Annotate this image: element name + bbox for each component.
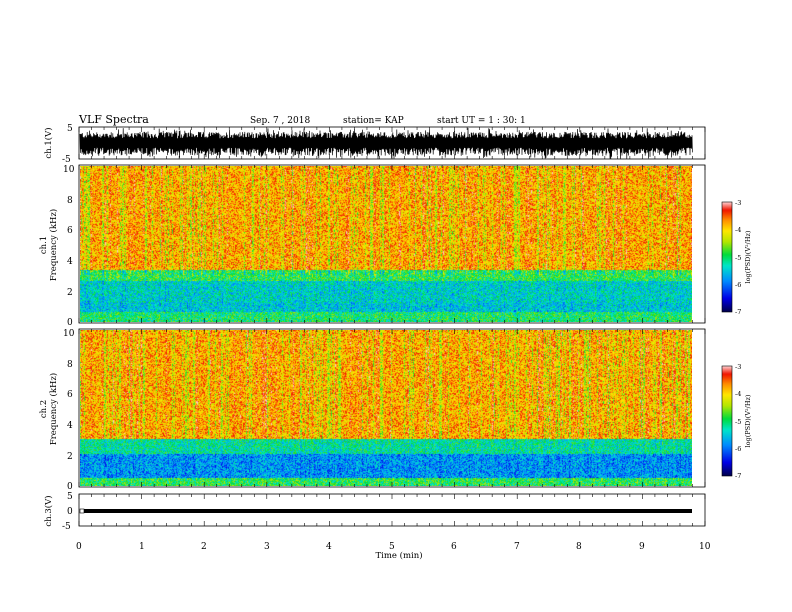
ch2-ytick-6: 6 [67, 390, 73, 400]
ch1-cbar-tick-3: -3 [735, 199, 741, 207]
xtick-10: 10 [699, 542, 711, 552]
ch3-ytick-neg5: -5 [62, 522, 71, 532]
ch2-spectrogram-panel: 10 8 6 4 2 0 ch.2 Frequency (kHz) -3 -4 … [39, 328, 752, 492]
ch1-ytick-2: 2 [67, 288, 73, 298]
ch2-cbar-tick-7: -7 [735, 472, 741, 480]
x-axis-label: Time (min) [375, 550, 422, 561]
ch1-cbar-tick-4: -4 [735, 226, 741, 234]
ch2-colorbar: -3 -4 -5 -6 -7 log(PSD)(V²/Hz) [721, 363, 752, 480]
ch1-colorbar-label: log(PSD)(V²/Hz) [744, 230, 752, 283]
ch2-spectrogram-image [80, 330, 692, 486]
ch1-ytick-6: 6 [67, 226, 73, 236]
ch3-start-marker [79, 508, 85, 514]
ch2-ytick-4: 4 [67, 421, 73, 431]
xtick-3: 3 [264, 542, 270, 552]
date-label: Sep. 7 , 2018 [250, 116, 310, 126]
xtick-5: 5 [389, 542, 395, 552]
ch2-frequency-ylabel: Frequency (kHz) [48, 373, 59, 445]
xtick-6: 6 [451, 542, 457, 552]
ch3-waveform-panel: 5 0 -5 ch.3(V) 0 1 2 3 4 5 6 7 8 9 10 Ti… [43, 492, 711, 561]
ch2-cbar-tick-4: -4 [735, 390, 741, 398]
ch2-ytick-2: 2 [67, 452, 73, 462]
start-ut-label: start UT = 1 : 30: 1 [437, 116, 526, 126]
xtick-8: 8 [576, 542, 582, 552]
ch1-spectrogram-image [80, 166, 692, 322]
ch3-waveform-ylabel: ch.3(V) [43, 495, 54, 526]
ch1-colorbar: -3 -4 -5 -6 -7 log(PSD)(V²/Hz) [721, 199, 752, 316]
ch1-waveform-panel: 5 -5 ch.1(V) [43, 124, 706, 165]
ch3-ytick-0: 0 [67, 507, 73, 517]
xtick-1: 1 [139, 542, 145, 552]
ch1-ytick-top: 5 [67, 124, 73, 134]
ch2-cbar-tick-5: -5 [735, 418, 741, 426]
ch2-cbar-tick-6: -6 [735, 445, 741, 453]
ch1-ytick-8: 8 [67, 196, 73, 206]
ch2-ytick-10: 10 [63, 329, 75, 339]
ch2-ytick-8: 8 [67, 360, 73, 370]
ch1-cbar-tick-6: -6 [735, 281, 741, 289]
xtick-7: 7 [514, 542, 520, 552]
xtick-4: 4 [326, 542, 332, 552]
ch1-ytick-10: 10 [63, 165, 75, 175]
ch1-ytick-0: 0 [67, 318, 73, 328]
station-label: station= KAP [343, 116, 404, 126]
figure-title: VLF Spectra [78, 113, 149, 126]
xtick-0: 0 [76, 542, 82, 552]
ch2-spectrogram-ylabel: ch.2 [39, 400, 49, 418]
ch1-frequency-ylabel: Frequency (kHz) [48, 209, 59, 281]
ch2-cbar-tick-3: -3 [735, 363, 741, 371]
ch3-ytick-5: 5 [67, 492, 73, 502]
ch2-ytick-0: 0 [67, 482, 73, 492]
ch1-ytick-bottom: -5 [62, 155, 71, 165]
ch1-cbar-tick-7: -7 [735, 308, 741, 316]
ch2-colorbar-label: log(PSD)(V²/Hz) [744, 394, 752, 447]
ch1-waveform-line [79, 127, 693, 159]
ch1-ytick-4: 4 [67, 257, 73, 267]
ch1-waveform-ylabel: ch.1(V) [43, 127, 54, 158]
xtick-9: 9 [639, 542, 645, 552]
ch1-spectrogram-panel: 10 8 6 4 2 0 ch.1 Frequency (kHz) -3 -4 … [39, 164, 752, 328]
ch1-cbar-tick-5: -5 [735, 254, 741, 262]
ch1-spectrogram-ylabel: ch.1 [39, 236, 49, 254]
xtick-2: 2 [201, 542, 207, 552]
